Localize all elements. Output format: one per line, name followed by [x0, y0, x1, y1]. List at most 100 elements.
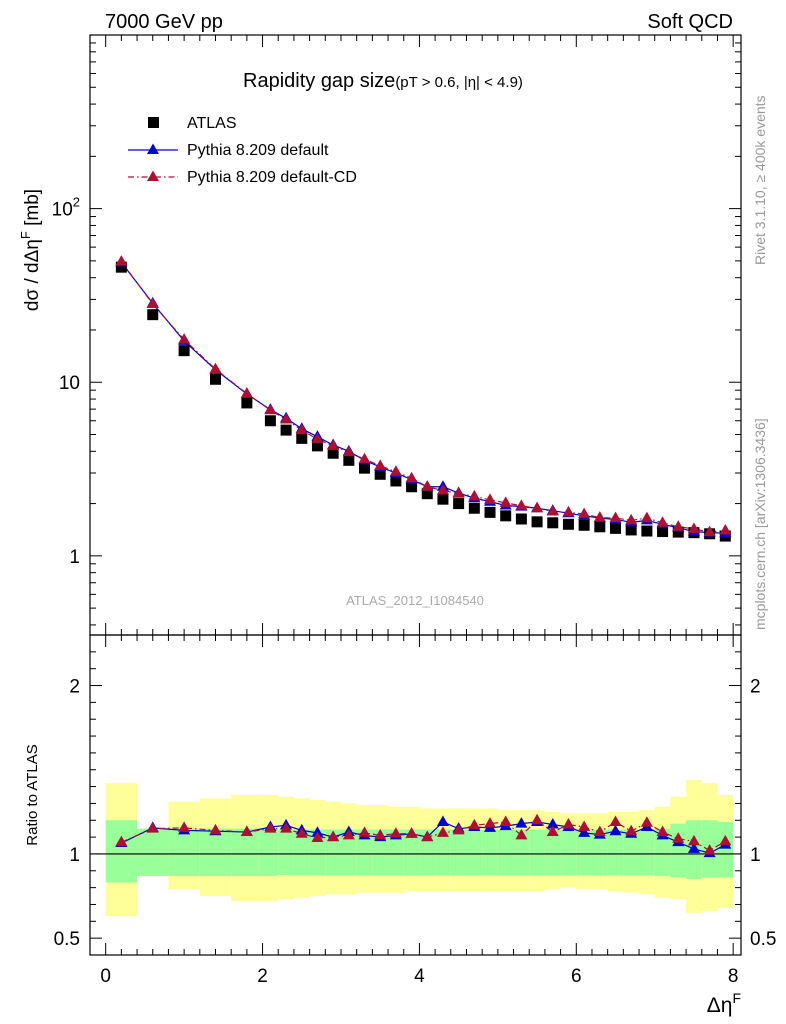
atlas-point [178, 345, 190, 357]
legend: ATLAS Pythia 8.209 default Pythia 8.209 … [128, 115, 357, 186]
pythia-cd-point [209, 362, 222, 374]
pythia-cd-point [578, 507, 591, 519]
ratio-cd-point [280, 822, 293, 833]
atlas-point [531, 516, 543, 528]
ratio-band-green [356, 829, 373, 875]
atlas-point [641, 525, 653, 537]
bottom-y-tick-label: 2 [69, 677, 80, 698]
atlas-point [241, 397, 253, 409]
ratio-band-green [717, 821, 734, 878]
atlas-point [594, 521, 606, 533]
legend-cd-marker [147, 170, 159, 181]
pythia-cd-point [280, 412, 293, 424]
atlas-point [610, 522, 622, 534]
legend-cd-label: Pythia 8.209 default-CD [187, 169, 357, 186]
ratio-band-green [513, 829, 530, 875]
atlas-point [264, 415, 276, 427]
ratio-cd-point [295, 827, 308, 838]
bottom-y-tick-label: 0.5 [54, 929, 80, 950]
ratio-band-green [607, 829, 624, 875]
ratio-band-green [576, 829, 592, 875]
rivet-label: Rivet 3.1.10, ≥ 400k events [752, 95, 768, 265]
atlas-point [209, 373, 221, 385]
ratio-cd-point [593, 825, 606, 837]
top-panel: 1 10 102 Rapidity gap size(pT > 0.6, |η| <… [18, 34, 742, 636]
ratio-cd-point [546, 825, 559, 837]
ratio-cd-point [374, 828, 387, 840]
ratio-cd-point [609, 815, 622, 826]
atlas-point [343, 454, 355, 466]
bottom-y-tick-label-right: 2 [750, 677, 761, 698]
pythia-cd-point [484, 493, 497, 504]
ratio-cd-point [421, 830, 434, 842]
ratio-cd-point [499, 815, 512, 826]
pythia-cd-point [405, 471, 418, 483]
pythia-cd-point [468, 489, 481, 501]
atlas-point [625, 524, 637, 536]
bottom-y-tick-label: 1 [69, 845, 80, 866]
x-tick-label: 0 [100, 966, 111, 987]
pythia-cd-point [593, 511, 606, 522]
atlas-point [578, 519, 590, 531]
y-axis-label-top: dσ / dΔηF [mb] [18, 189, 43, 311]
pythia-cd-point [656, 516, 669, 527]
ratio-cd-point [687, 834, 700, 846]
atlas-point [453, 498, 465, 510]
pythia-cd-point [374, 459, 387, 470]
pythia-cd-point [546, 505, 559, 516]
pythia-cd-point [436, 483, 449, 495]
ratio-default-point [515, 817, 528, 828]
y-axis-label-bottom: Ratio to ATLAS [24, 744, 41, 845]
ratio-cd-point [672, 832, 685, 843]
ratio-cd-point [452, 823, 465, 835]
pythia-cd-point [719, 523, 732, 535]
ratio-cd-point [562, 817, 575, 829]
atlas-point [437, 493, 449, 505]
ratio-band-green [340, 829, 357, 875]
atlas-point [406, 481, 418, 493]
ratio-band-green [670, 823, 687, 878]
chart-title: Rapidity gap size(pT > 0.6, |η| < 4.9) [243, 70, 523, 92]
pythia-cd-point [240, 387, 253, 398]
legend-default-label: Pythia 8.209 default [187, 142, 329, 159]
pythia-cd-point [146, 297, 159, 309]
ratio-band-green [482, 829, 498, 875]
ratio-cd-point [625, 824, 638, 836]
ratio-cd-point [264, 822, 277, 833]
atlas-point [359, 462, 371, 474]
pythia-cd-point [115, 255, 128, 266]
atlas-point [468, 502, 480, 514]
pythia-cd-point [515, 499, 528, 510]
atlas-point [562, 518, 574, 530]
pythia-cd-point [358, 452, 371, 464]
ratio-band-green [466, 829, 483, 875]
analysis-id: ATLAS_2012_I1084540 [346, 593, 484, 608]
pythia-cd-point [687, 522, 700, 533]
bottom-frame [89, 634, 742, 956]
ratio-band-green [450, 829, 467, 875]
legend-atlas-label: ATLAS [187, 115, 237, 132]
ratio-band-green [544, 829, 561, 875]
x-tick-label: 6 [571, 966, 582, 987]
ratio-band-green [639, 829, 655, 875]
atlas-point [115, 261, 127, 273]
ratio-cd-point [178, 821, 191, 832]
atlas-point [390, 475, 402, 487]
pythia-cd-point [178, 333, 191, 344]
ratio-band-green [278, 829, 294, 875]
ratio-band-green [105, 820, 138, 883]
bottom-y-tick-label-right: 0.5 [750, 929, 776, 950]
mcplots-label: mcplots.cern.ch [arXiv:1306.3436] [752, 418, 768, 630]
pythia-cd-point [499, 496, 512, 507]
ratio-default-point [687, 842, 700, 853]
atlas-point [311, 440, 323, 452]
atlas-point [657, 526, 669, 538]
pythia-cd-point [452, 487, 465, 498]
pythia-cd-point [672, 520, 685, 531]
ratio-cd-point [656, 825, 669, 837]
ratio-cd-point [468, 818, 481, 830]
ratio-cd-point [640, 816, 653, 827]
atlas-point [280, 424, 292, 436]
pythia-cd-point [342, 445, 355, 457]
